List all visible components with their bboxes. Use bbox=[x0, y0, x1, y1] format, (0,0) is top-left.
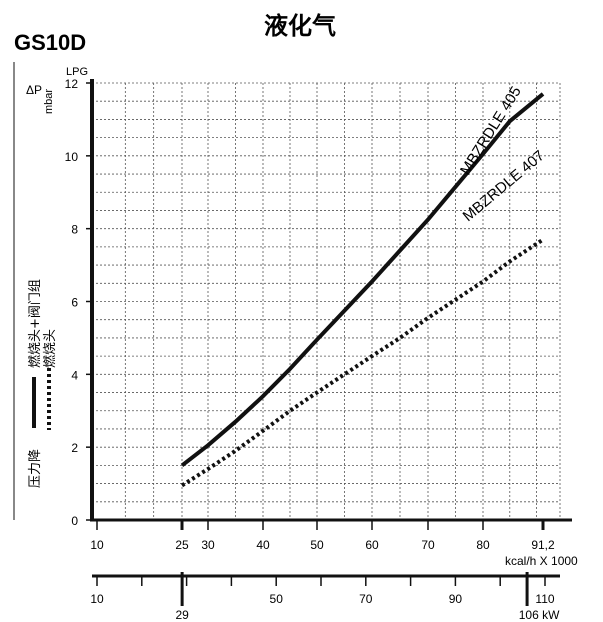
x-tick-label-kw: 106 kW bbox=[519, 608, 560, 622]
x-tick-label-kcal: 10 bbox=[90, 538, 104, 552]
y-symbol: ΔP bbox=[26, 83, 42, 97]
x-tick-label-kcal: 50 bbox=[310, 538, 324, 552]
tick-labels: 0 2 4 6 8 10 12 10 25 30 40 50 60 70 80 91,2 10 29 50 70 90 1… bbox=[65, 77, 560, 622]
x-tick-label-kcal: 60 bbox=[365, 538, 379, 552]
y-tick-label: 6 bbox=[71, 296, 78, 310]
grid bbox=[92, 82, 561, 520]
legend-solid-label: 燃烧头+阀门组 bbox=[27, 279, 43, 368]
y-unit-top: LPG bbox=[66, 66, 88, 78]
y-unit: mbar bbox=[43, 89, 55, 114]
x-tick-label-kw: 50 bbox=[270, 592, 284, 606]
x-tick-label-kcal: 91,2 bbox=[531, 538, 555, 552]
y-tick-label: 8 bbox=[71, 223, 78, 237]
legend-group-label: 压力降 bbox=[28, 449, 43, 488]
x-tick-label-kw: 10 bbox=[90, 592, 104, 606]
x-tick-label-kw: 110 bbox=[535, 592, 554, 606]
curves bbox=[180, 92, 545, 488]
x-unit-kcal: kcal/h X 1000 bbox=[505, 554, 578, 568]
model-label: GS10D bbox=[14, 30, 86, 55]
x-tick-label-kcal: 80 bbox=[476, 538, 490, 552]
series-line-407 bbox=[180, 237, 545, 488]
x-tick-label-kcal: 30 bbox=[201, 538, 215, 552]
x-tick-label-kw: 70 bbox=[359, 592, 373, 606]
legend-dotted-label: 燃烧头 bbox=[42, 329, 58, 368]
x-tick-label-kw: 29 bbox=[175, 608, 189, 622]
chart-title: 液化气 bbox=[264, 12, 336, 40]
series-line-405 bbox=[180, 92, 545, 467]
y-tick-label: 0 bbox=[71, 514, 78, 528]
series-label-405: MBZRDLE 405 bbox=[457, 84, 525, 179]
x-tick-label-kw: 90 bbox=[449, 592, 463, 606]
y-tick-label: 10 bbox=[65, 150, 79, 164]
x-tick-label-kcal: 25 bbox=[175, 538, 189, 552]
x-tick-label-kcal: 70 bbox=[421, 538, 435, 552]
y-tick-label: 4 bbox=[71, 368, 78, 382]
y-tick-label: 2 bbox=[71, 441, 78, 455]
y-tick-label: 12 bbox=[65, 77, 79, 91]
axes bbox=[86, 79, 572, 606]
x-tick-label-kcal: 40 bbox=[256, 538, 270, 552]
